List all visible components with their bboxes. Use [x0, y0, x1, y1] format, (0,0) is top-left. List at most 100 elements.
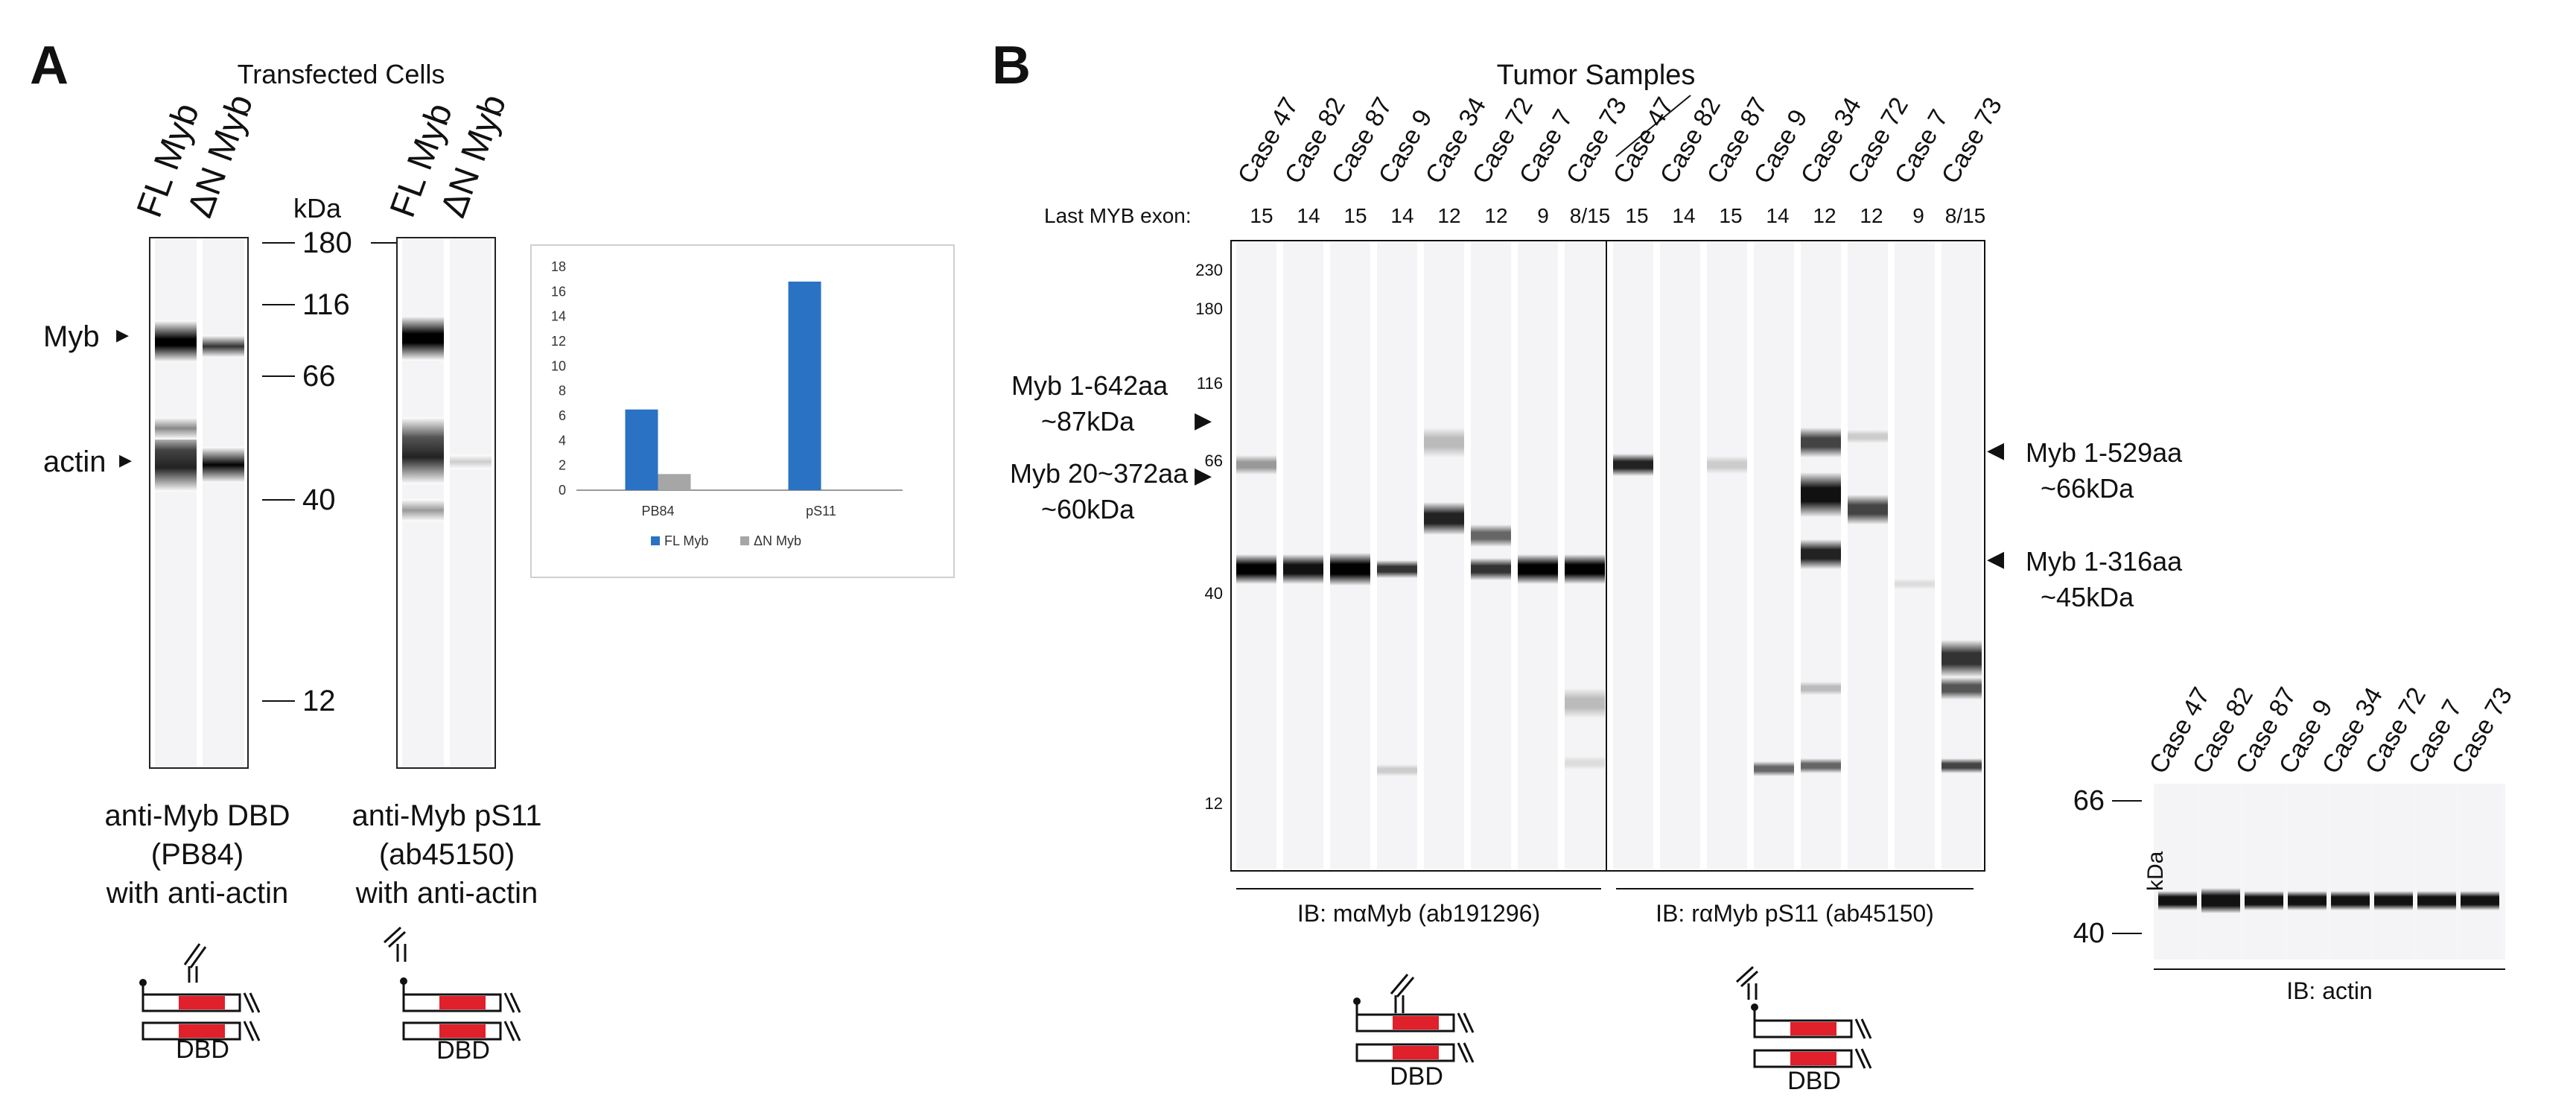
inset-bar-chart: 0 2 4 6 8 10 12 14 16 18 PB84 pS11 FL Myb ΔN Myb [530, 244, 955, 578]
blot-b-lane-6 [1518, 241, 1558, 869]
ib-bracket-right [1616, 888, 1974, 889]
band [1565, 756, 1605, 770]
blot-b-lane-12 [1801, 241, 1841, 869]
dbd-schematic-a2: DBD [383, 926, 521, 1062]
blot1-caption-3: with anti-actin [106, 877, 289, 910]
exon-right-3: 14 [1766, 204, 1790, 227]
actin-lane-4 [2331, 784, 2370, 960]
arrow-actin: ▸ [119, 445, 133, 474]
band [1518, 554, 1558, 584]
dbd-label-a2: DBD [436, 1036, 490, 1062]
exon-right-5: 12 [1860, 204, 1883, 227]
inset-legend: FL Myb ΔN Myb [651, 533, 801, 548]
actin-blot [2154, 784, 2505, 960]
arrow-45kda: ◀ [1987, 547, 2005, 571]
annot-myb-1-316: Myb 1-316aa [2026, 546, 2183, 577]
band [1236, 554, 1276, 584]
inset-y-tick: 14 [551, 309, 566, 324]
actin-band [2158, 891, 2197, 910]
marker-b-12: 12 [1204, 794, 1223, 813]
inset-bar-pS11-0 [788, 282, 821, 490]
dbd-label-a1: DBD [176, 1036, 229, 1062]
band [1236, 455, 1276, 475]
blot-b-lane-15 [1941, 241, 1982, 869]
last-exon-label: Last MYB exon: [1044, 204, 1192, 227]
band [1848, 495, 1888, 524]
band [1424, 428, 1464, 457]
inset-bars [625, 282, 821, 490]
exon-left-1: 14 [1297, 204, 1320, 227]
inset-legend-label-1: ΔN Myb [754, 533, 801, 548]
marker-b-40: 40 [1204, 584, 1223, 603]
inset-category-0: PB84 [641, 504, 674, 518]
dbd-schematic-a1: DBD [139, 943, 261, 1062]
marker-b-180: 180 [1195, 299, 1223, 318]
band [1471, 524, 1511, 547]
exon-left-4: 12 [1437, 204, 1461, 227]
panel-a-letter: A [30, 36, 69, 95]
inset-bar-PB84-1 [658, 474, 691, 490]
inset-y-tick: 12 [551, 334, 566, 349]
annot-60kda: ~60kDa [1041, 494, 1135, 524]
band [1848, 430, 1888, 443]
blot-b-lane-0 [1236, 241, 1276, 869]
marker-b-66: 66 [1204, 451, 1223, 470]
actin-lane-3 [2288, 784, 2327, 960]
arrow-60kda: ▶ [1195, 463, 1212, 488]
band [1801, 682, 1841, 695]
band [1801, 758, 1841, 773]
lane-dn [203, 238, 244, 767]
inset-y-tick: 6 [559, 408, 566, 423]
inset-y-tick: 8 [559, 384, 566, 399]
band [1941, 677, 1982, 700]
blot1-caption-1: anti-Myb DBD [104, 799, 290, 832]
ib-right-label: IB: rαMyb pS11 (ab45150) [1656, 900, 1934, 927]
exon-right-6: 9 [1912, 204, 1924, 227]
actin-lane-7 [2461, 784, 2499, 960]
band [1565, 688, 1605, 718]
marker-a-66: 66 [302, 360, 336, 393]
band [1801, 472, 1841, 517]
band [1754, 761, 1794, 776]
actin-lane-1 [2201, 784, 2240, 960]
blot-b-lane-14 [1895, 241, 1935, 869]
inset-legend-label-0: FL Myb [664, 533, 708, 548]
marker-a-116: 116 [302, 288, 350, 321]
panel-b-title: Tumor Samples [1496, 60, 1696, 91]
inset-y-tick: 16 [551, 284, 566, 299]
blot-b-divider [1606, 241, 1607, 870]
kda-label-a: kDa [293, 193, 342, 223]
inset-legend-swatch-1 [740, 536, 749, 545]
actin-lane-0 [2158, 784, 2197, 960]
exon-left-2: 15 [1343, 204, 1367, 227]
actin-kda-label: kDa [2143, 851, 2168, 891]
actin-band [2288, 891, 2327, 910]
blot-b-lane-10 [1707, 241, 1747, 869]
blot-a2 [396, 237, 496, 769]
blot-b-lane-9 [1660, 241, 1700, 869]
blot2-caption-2: (ab45150) [378, 838, 515, 871]
dbd-label-b1: DBD [1390, 1062, 1443, 1091]
blot-b-lane-5 [1471, 241, 1511, 869]
exon-left-6: 9 [1537, 204, 1549, 227]
actin-band [2374, 891, 2413, 910]
actin-lane-5 [2374, 784, 2413, 960]
exon-left-3: 14 [1390, 204, 1414, 227]
arrow-66kda: ◀ [1987, 438, 2005, 463]
band [1565, 554, 1605, 584]
exon-left-5: 12 [1484, 204, 1508, 227]
annot-myb-20-372: Myb 20~372aa [1010, 458, 1189, 489]
inset-legend-swatch-0 [651, 536, 660, 545]
blot-b-lane-3 [1377, 241, 1417, 869]
ib-left-label: IB: mαMyb (ab191296) [1297, 900, 1541, 927]
band [1801, 539, 1841, 569]
band [1424, 502, 1464, 535]
annot-66kda: ~66kDa [2041, 473, 2134, 504]
band [1801, 428, 1841, 457]
dbd-schematic-b1: DBD [1353, 974, 1475, 1091]
marker-b-116: 116 [1196, 374, 1223, 393]
panel-b-letter: B [992, 36, 1031, 95]
inset-y-tick: 2 [559, 458, 566, 473]
actin-band [2201, 888, 2240, 913]
